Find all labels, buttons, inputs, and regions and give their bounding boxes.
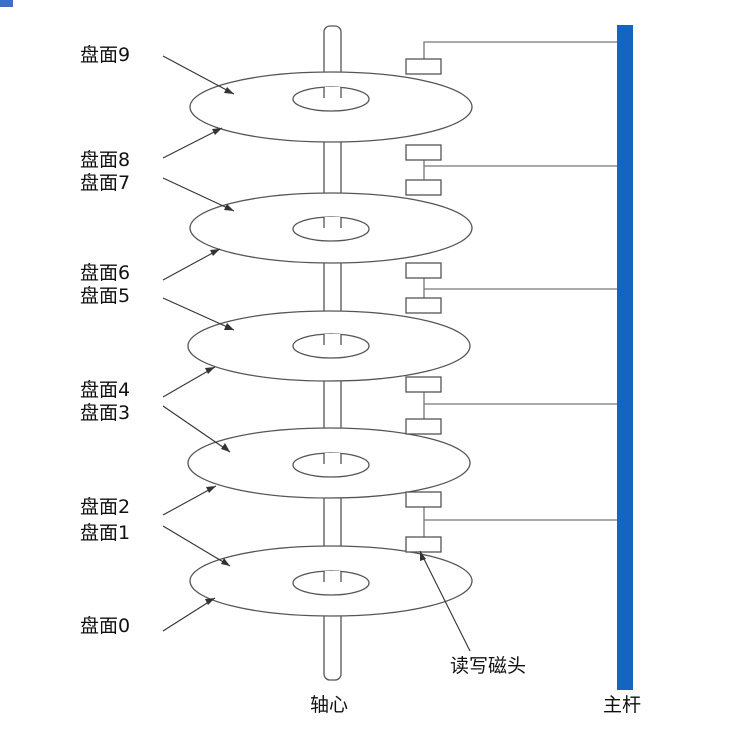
spindle-segment [324, 334, 341, 345]
head-5 [405, 297, 442, 314]
label-platter-3: 盘面3 [80, 402, 130, 424]
head-8 [405, 144, 442, 161]
spindle-segment [324, 453, 341, 464]
label-platter-9: 盘面9 [80, 44, 130, 66]
head-7 [405, 179, 442, 196]
head-3 [405, 418, 442, 435]
label-platter-7: 盘面7 [80, 172, 130, 194]
label-heads: 读写磁头 [450, 655, 526, 677]
leader-arrowheads [205, 87, 426, 605]
label-arm: 主杆 [603, 694, 641, 716]
label-platter-6: 盘面6 [80, 262, 130, 284]
main-arm [617, 25, 633, 690]
label-platter-4: 盘面4 [80, 379, 130, 401]
label-platter-0: 盘面0 [80, 615, 130, 637]
leader-lines [162, 55, 471, 652]
corner-mark [0, 0, 13, 7]
head-1 [405, 536, 442, 553]
label-platter-5: 盘面5 [80, 285, 130, 307]
spindle-segment [324, 87, 341, 98]
label-platter-2: 盘面2 [80, 496, 130, 518]
head-6 [405, 262, 442, 279]
label-platter-1: 盘面1 [80, 522, 130, 544]
head-2 [405, 491, 442, 508]
label-spindle: 轴心 [310, 694, 348, 716]
head-9 [405, 58, 442, 75]
read-write-heads [405, 58, 442, 553]
spindle-segment [324, 571, 341, 582]
arm-branches [423, 41, 617, 537]
head-4 [405, 376, 442, 393]
label-platter-8: 盘面8 [80, 149, 130, 171]
spindle-segment [324, 217, 341, 228]
